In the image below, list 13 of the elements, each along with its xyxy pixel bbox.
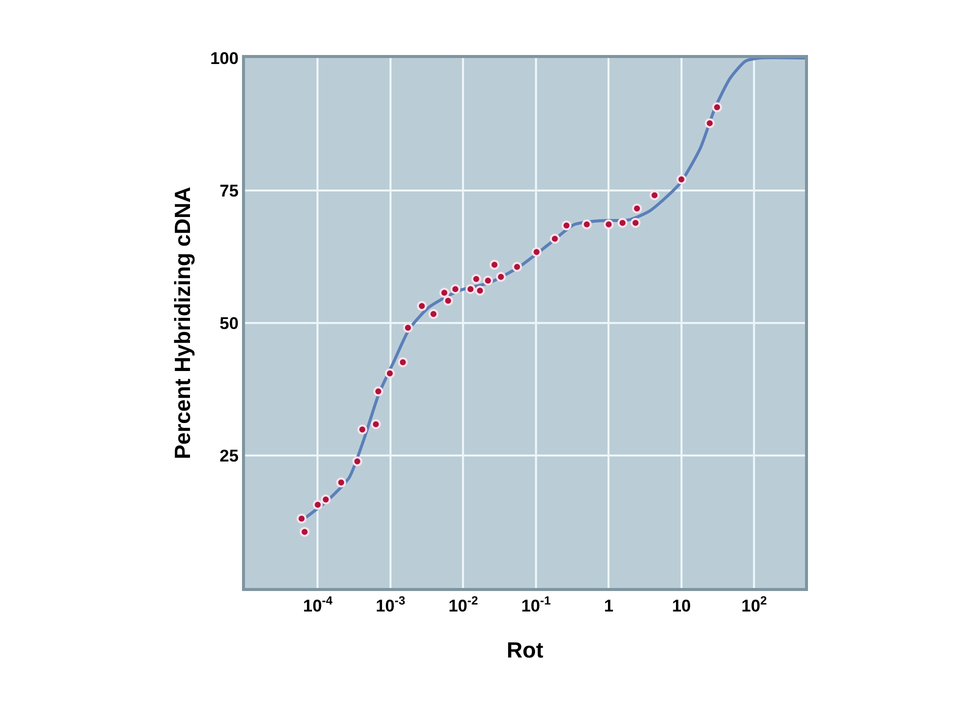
y-axis-title: Percent Hybridizing cDNA	[170, 186, 196, 460]
x-tick-label: 10$^{-4}$	[302, 593, 333, 616]
x-tick-label: 10$^{-2}$	[448, 593, 478, 616]
x-tick-label: 10$^{-1}$	[521, 593, 552, 616]
y-tick-label: 100	[210, 48, 239, 68]
x-tick-label: 10$^{-3}$	[376, 593, 406, 616]
x-tick-label: 10$^{2}$	[741, 593, 768, 616]
y-tick-label: 25	[220, 446, 239, 466]
y-tick-label: 75	[220, 181, 239, 200]
x-tick-label: 10	[672, 596, 691, 616]
x-tick-label: 1	[604, 596, 614, 616]
y-tick-label: 50	[220, 314, 239, 333]
x-axis-title: Rot	[506, 637, 544, 662]
